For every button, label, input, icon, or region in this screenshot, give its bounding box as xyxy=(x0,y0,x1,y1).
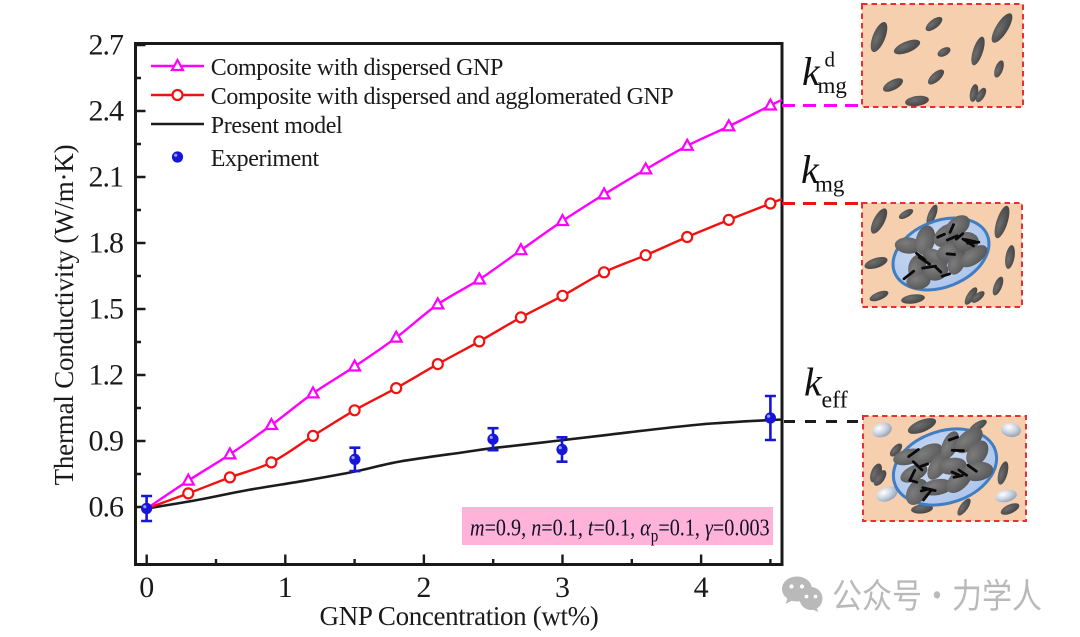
svg-text:1: 1 xyxy=(278,571,293,604)
svg-text:Composite with dispersed GNP: Composite with dispersed GNP xyxy=(211,55,503,81)
svg-text:Thermal Conductivity (W/m·K): Thermal Conductivity (W/m·K) xyxy=(49,145,79,486)
svg-text:k: k xyxy=(802,49,821,94)
svg-text:4: 4 xyxy=(694,571,709,604)
svg-text:2: 2 xyxy=(416,571,431,604)
svg-text:3: 3 xyxy=(555,571,570,604)
svg-text:Present model: Present model xyxy=(211,113,343,139)
svg-text:mg: mg xyxy=(815,172,845,197)
svg-text:k: k xyxy=(804,360,823,405)
svg-text:d: d xyxy=(825,48,836,72)
svg-text:Composite with dispersed and a: Composite with dispersed and agglomerate… xyxy=(211,84,674,110)
svg-text:m=0.9, n=0.1, t=0.1, αp=0.1, γ: m=0.9, n=0.1, t=0.1, αp=0.1, γ=0.003 xyxy=(470,514,770,546)
svg-text:mg: mg xyxy=(818,73,848,98)
svg-text:1.8: 1.8 xyxy=(89,227,124,260)
svg-text:2.7: 2.7 xyxy=(89,29,125,62)
svg-text:0: 0 xyxy=(139,571,154,604)
svg-text:eff: eff xyxy=(822,388,848,414)
svg-text:Experiment: Experiment xyxy=(211,146,320,172)
svg-text:1.2: 1.2 xyxy=(89,359,124,392)
svg-text:k: k xyxy=(801,147,820,192)
svg-text:0.6: 0.6 xyxy=(89,491,125,524)
svg-text:GNP Concentration (wt%): GNP Concentration (wt%) xyxy=(320,601,599,631)
svg-text:1.5: 1.5 xyxy=(89,293,124,326)
svg-text:2.1: 2.1 xyxy=(89,161,124,194)
svg-text:2.4: 2.4 xyxy=(89,95,125,128)
svg-text:0.9: 0.9 xyxy=(89,425,124,458)
